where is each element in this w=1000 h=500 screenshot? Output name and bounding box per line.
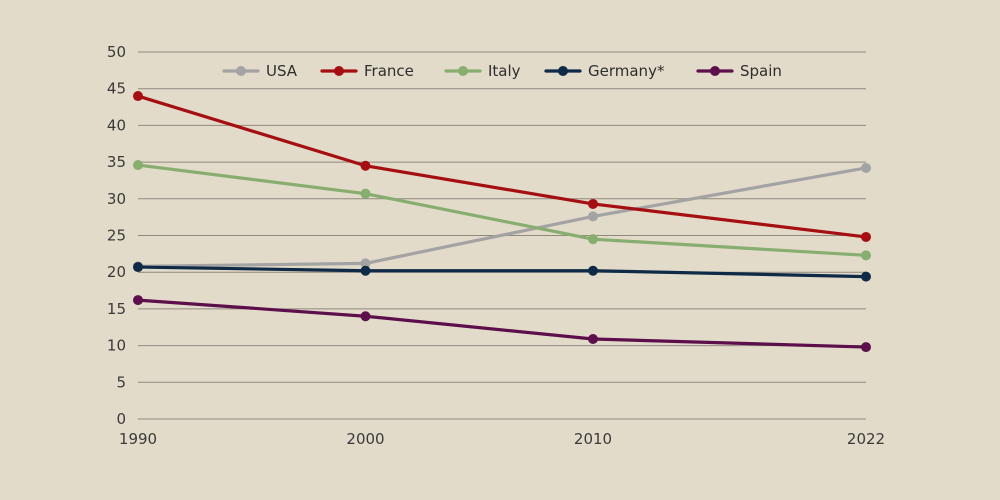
legend: USA France Italy Germany* Spain: [222, 62, 782, 80]
data-point-germany: [588, 265, 598, 276]
y-tick-label: 0: [116, 410, 126, 428]
data-point-france: [360, 160, 371, 171]
series-line-france: [136, 94, 868, 239]
y-tick-label: 35: [107, 153, 126, 171]
series-line-italy: [136, 163, 868, 257]
data-point-france: [588, 198, 598, 209]
y-axis-ticks: 0 5 10 15 20 25 30 35 40 45 50: [107, 43, 126, 428]
data-point-germany: [861, 271, 871, 282]
data-point-germany: [133, 262, 143, 273]
legend-item-france: France: [320, 62, 414, 80]
data-point-spain: [360, 311, 371, 322]
legend-label: Spain: [740, 62, 782, 80]
data-point-italy: [360, 188, 371, 199]
series-lines: [133, 91, 871, 353]
legend-item-germany: Germany*: [544, 62, 665, 80]
x-axis-ticks: 1990 2000 2010 2022: [119, 430, 885, 448]
legend-item-usa: USA: [222, 62, 298, 80]
y-tick-label: 40: [107, 116, 126, 134]
legend-label: France: [364, 62, 414, 80]
x-tick-label: 2022: [847, 430, 885, 448]
legend-swatch-marker: [236, 66, 246, 76]
data-point-italy: [588, 234, 598, 245]
x-tick-label: 2000: [346, 430, 384, 448]
legend-swatch-marker: [710, 66, 720, 76]
series-line-usa: [136, 166, 868, 268]
x-tick-label: 1990: [119, 430, 157, 448]
y-tick-label: 10: [107, 337, 126, 355]
y-tick-label: 25: [107, 227, 126, 245]
legend-swatch-marker: [458, 66, 468, 76]
y-tick-label: 5: [116, 373, 126, 391]
x-tick-label: 2010: [574, 430, 612, 448]
y-tick-label: 45: [107, 80, 126, 98]
data-point-france: [861, 231, 871, 242]
data-point-usa: [861, 162, 871, 173]
legend-label: Italy: [488, 62, 521, 80]
data-point-usa: [588, 211, 598, 222]
data-point-italy: [133, 160, 143, 171]
y-tick-label: 50: [107, 43, 126, 61]
series-line-germany: [136, 265, 868, 279]
legend-label: USA: [266, 62, 298, 80]
data-point-spain: [861, 342, 871, 353]
data-point-usa: [360, 258, 371, 269]
legend-item-spain: Spain: [696, 62, 782, 80]
data-point-italy: [861, 250, 871, 261]
y-tick-label: 15: [107, 300, 126, 318]
legend-label: Germany*: [588, 62, 665, 80]
y-tick-label: 30: [107, 190, 126, 208]
series-line-spain: [136, 298, 868, 349]
legend-swatch-marker: [558, 66, 568, 76]
y-tick-label: 20: [107, 263, 126, 281]
data-point-germany: [360, 265, 371, 276]
legend-swatch-marker: [334, 66, 344, 76]
data-point-spain: [133, 295, 143, 306]
legend-item-italy: Italy: [444, 62, 521, 80]
data-point-france: [133, 91, 143, 102]
data-point-spain: [588, 333, 598, 344]
